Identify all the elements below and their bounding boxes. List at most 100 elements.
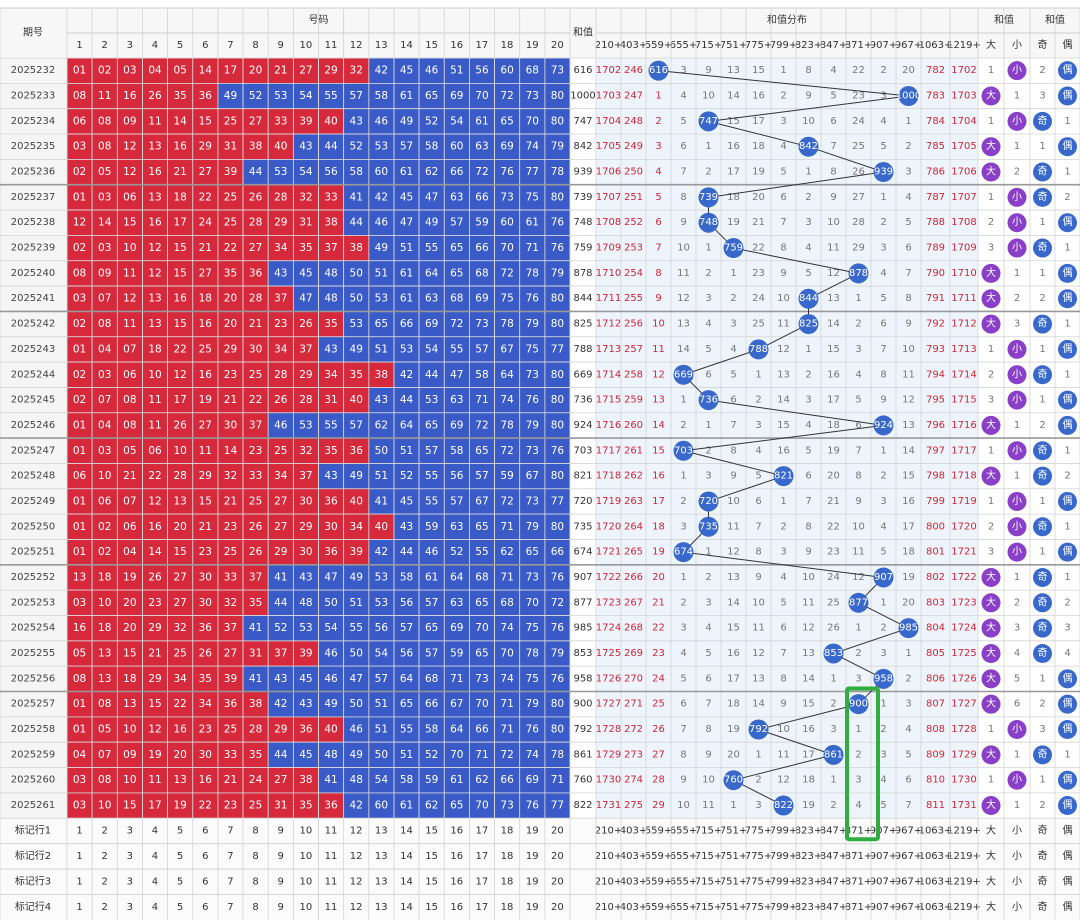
number: 66	[475, 242, 489, 254]
header-number: 2	[101, 40, 107, 51]
dist-value: 29	[852, 243, 865, 254]
hit-connector	[683, 450, 784, 477]
dist-value: 1	[705, 547, 711, 558]
number-cell	[418, 615, 445, 642]
number: 17	[224, 65, 237, 77]
number: 37	[274, 647, 287, 659]
number: 70	[500, 647, 513, 659]
flag-circle	[1033, 466, 1052, 486]
number-cell	[66, 539, 93, 566]
dist-value: 7	[730, 420, 736, 431]
number: 26	[299, 318, 313, 330]
number-cell	[544, 564, 571, 591]
number: 11	[148, 394, 161, 406]
flag: 小	[1012, 64, 1022, 76]
number: 14	[173, 115, 187, 127]
number: 12	[173, 369, 186, 381]
number-cell	[192, 260, 219, 287]
flag-circle	[1007, 365, 1027, 385]
number: 28	[274, 191, 287, 203]
number: 01	[73, 698, 86, 710]
flag: 奇	[1038, 114, 1048, 127]
number-cell	[443, 361, 470, 388]
flag-circle	[1007, 238, 1027, 258]
number: 33	[324, 191, 337, 203]
number: 57	[425, 445, 438, 457]
flag: 奇	[1038, 646, 1048, 659]
number: 21	[148, 647, 161, 659]
number: 71	[450, 673, 463, 685]
number: 30	[199, 571, 212, 583]
dist-value: 786	[926, 167, 945, 178]
number: 37	[249, 571, 262, 583]
footer-flag: 奇	[1038, 849, 1048, 862]
number: 26	[249, 521, 263, 533]
number: 29	[148, 673, 161, 685]
dist-value: 268	[624, 623, 643, 634]
number: 04	[98, 343, 112, 355]
number-cell	[519, 361, 546, 388]
number: 27	[249, 115, 262, 127]
dist-value: 28	[852, 217, 865, 228]
number: 21	[224, 495, 237, 507]
flag: 大	[986, 671, 996, 684]
flag-circle	[1058, 137, 1077, 157]
dist-value: 11	[777, 749, 790, 760]
number: 32	[350, 65, 363, 77]
dist-value: 16	[727, 648, 740, 659]
footer-flag: 大	[986, 849, 996, 862]
dist-value: 3	[780, 547, 786, 558]
dist-value: 3	[880, 243, 886, 254]
number: 80	[551, 698, 564, 710]
number: 26	[199, 647, 213, 659]
number-cell	[267, 488, 294, 515]
dist-value: 23	[852, 91, 865, 102]
dist-value: 5	[730, 369, 736, 380]
sum-circle	[798, 288, 819, 309]
dist-value: 4	[680, 648, 686, 659]
number: 29	[148, 622, 161, 634]
number: 20	[173, 749, 186, 761]
number: 32	[224, 470, 237, 482]
number: 03	[98, 445, 111, 457]
dist-value: 1711	[951, 293, 976, 304]
number: 46	[324, 647, 338, 659]
number: 37	[299, 343, 312, 355]
number: 53	[375, 293, 388, 305]
dist-value: 9	[680, 217, 686, 228]
dist-value: 9	[705, 749, 711, 760]
number: 48	[299, 597, 312, 609]
dist-value: 1702	[596, 65, 621, 76]
number-cell	[91, 83, 118, 109]
dist-value: 10	[702, 775, 715, 786]
header-number: 8	[252, 40, 258, 51]
number: 77	[551, 343, 564, 355]
footer-number: 7	[227, 876, 233, 887]
number: 57	[425, 597, 438, 609]
number: 49	[350, 749, 363, 761]
header-number: 18	[501, 40, 514, 51]
dist-value: 3	[830, 724, 836, 735]
number-cell	[544, 640, 571, 667]
flag: 偶	[1063, 393, 1073, 406]
dist-value: 10	[677, 243, 690, 254]
flag: 奇	[1038, 367, 1048, 380]
dist-value: 5	[705, 344, 711, 355]
dist-value: 1723	[596, 597, 621, 608]
flag-circle	[981, 162, 1001, 182]
number: 34	[199, 698, 213, 710]
dist-value: 275	[624, 800, 643, 811]
dist-value: 253	[624, 243, 643, 254]
number: 62	[500, 546, 513, 558]
flag: 偶	[1063, 139, 1073, 152]
footer-number: 4	[152, 876, 158, 887]
dist-value: 19	[752, 167, 765, 178]
number-cell	[117, 133, 143, 160]
number-cell	[519, 513, 546, 540]
number: 55	[475, 546, 488, 558]
footer-dist: 871+	[845, 876, 872, 887]
dist-value: 17	[727, 673, 740, 684]
header-dist: 559+	[645, 40, 672, 51]
sum: 1000	[570, 91, 595, 102]
dist-value: 799	[926, 496, 945, 507]
